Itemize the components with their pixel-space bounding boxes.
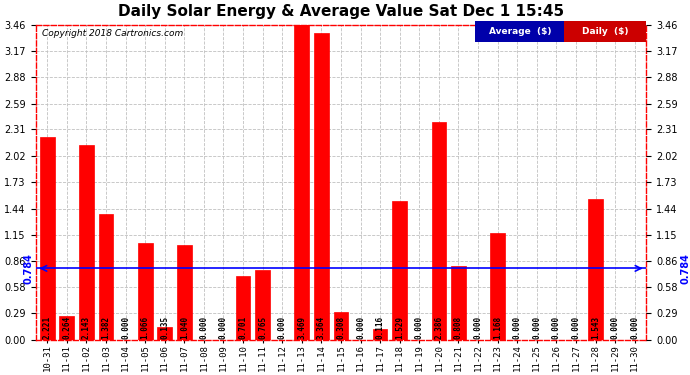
Text: 0.765: 0.765 [258,316,267,339]
Text: 2.221: 2.221 [43,316,52,339]
Bar [314,33,328,340]
Text: 3.364: 3.364 [317,316,326,339]
Text: 0.000: 0.000 [219,316,228,339]
Text: 0.000: 0.000 [552,316,561,339]
Bar [393,201,407,340]
Text: 0.000: 0.000 [532,316,541,339]
Text: 1.529: 1.529 [395,316,404,339]
Text: 0.808: 0.808 [454,316,463,339]
Bar [138,243,152,340]
Bar [157,327,172,340]
Bar [334,312,348,340]
Text: 3.469: 3.469 [297,316,306,339]
Bar [177,245,192,340]
Text: 0.000: 0.000 [415,316,424,339]
Bar [59,316,75,340]
Bar [236,276,250,340]
Text: Copyright 2018 Cartronics.com: Copyright 2018 Cartronics.com [41,29,183,38]
Text: 0.000: 0.000 [513,316,522,339]
Bar [373,329,388,340]
Text: 0.308: 0.308 [337,316,346,339]
Text: 1.168: 1.168 [493,316,502,339]
Bar [588,199,603,340]
Text: 0.000: 0.000 [356,316,365,339]
Text: 0.000: 0.000 [199,316,208,339]
Text: 0.784: 0.784 [680,253,690,284]
Bar [255,270,270,340]
Text: 1.382: 1.382 [101,316,110,339]
Bar [295,24,309,340]
Bar [491,233,505,340]
Text: 0.116: 0.116 [375,316,384,339]
Text: 0.264: 0.264 [62,316,71,339]
Bar [79,145,94,340]
Text: 0.000: 0.000 [611,316,620,339]
Text: 0.000: 0.000 [473,316,482,339]
Text: 1.543: 1.543 [591,316,600,339]
Text: 2.143: 2.143 [82,316,91,339]
Bar [451,266,466,340]
Text: 0.000: 0.000 [571,316,580,339]
Text: 0.000: 0.000 [278,316,287,339]
Text: 0.701: 0.701 [239,316,248,339]
Text: 1.040: 1.040 [180,316,189,339]
Text: 2.386: 2.386 [435,316,444,339]
Text: 1.066: 1.066 [141,316,150,339]
Text: 0.135: 0.135 [160,316,169,339]
Bar [99,214,113,340]
Text: 0.000: 0.000 [630,316,639,339]
Text: 0.000: 0.000 [121,316,130,339]
Title: Daily Solar Energy & Average Value Sat Dec 1 15:45: Daily Solar Energy & Average Value Sat D… [118,4,564,19]
Text: 0.784: 0.784 [24,253,34,284]
Bar [40,138,55,340]
Bar [431,123,446,340]
